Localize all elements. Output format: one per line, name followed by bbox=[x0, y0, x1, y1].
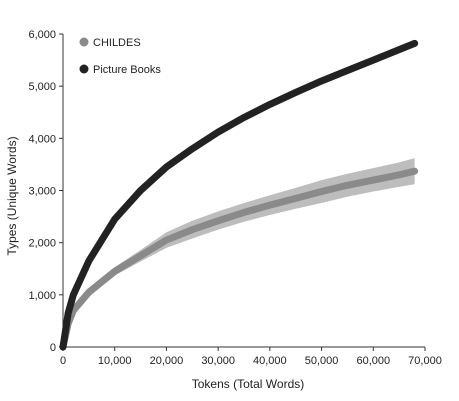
y-ticks: 0 1,000 2,000 3,000 4,000 5,000 6,000 bbox=[28, 29, 63, 354]
x-tick-label: 60,000 bbox=[356, 355, 390, 367]
y-axis-label: Types (Unique Words) bbox=[5, 136, 19, 255]
x-tick-label: 50,000 bbox=[305, 355, 339, 367]
legend-marker bbox=[79, 64, 89, 74]
x-ticks: 0 10,000 20,000 30,000 40,000 50,000 60,000 70,… bbox=[60, 347, 442, 367]
y-tick-label: 2,000 bbox=[28, 238, 56, 250]
series-marks bbox=[59, 39, 419, 351]
legend-marker bbox=[79, 37, 89, 47]
x-tick-label: 40,000 bbox=[253, 355, 287, 367]
legend-label: CHILDES bbox=[93, 37, 141, 49]
childes-line bbox=[59, 167, 419, 351]
x-tick-label: 0 bbox=[60, 355, 66, 367]
y-tick-label: 4,000 bbox=[28, 133, 56, 145]
y-tick-label: 5,000 bbox=[28, 81, 56, 93]
legend-label: Picture Books bbox=[93, 64, 161, 76]
x-axis-label: Tokens (Total Words) bbox=[192, 377, 304, 391]
x-tick-label: 30,000 bbox=[201, 355, 235, 367]
picture-books-line bbox=[59, 39, 419, 351]
y-tick-label: 3,000 bbox=[28, 186, 56, 198]
x-tick-label: 20,000 bbox=[150, 355, 184, 367]
legend: CHILDES Picture Books bbox=[79, 37, 161, 76]
y-tick-label: 1,000 bbox=[28, 290, 56, 302]
x-tick-label: 10,000 bbox=[98, 355, 132, 367]
childes-range-band bbox=[63, 158, 415, 347]
y-tick-label: 0 bbox=[50, 342, 56, 354]
y-tick-label: 6,000 bbox=[28, 29, 56, 41]
x-tick-label: 70,000 bbox=[408, 355, 442, 367]
